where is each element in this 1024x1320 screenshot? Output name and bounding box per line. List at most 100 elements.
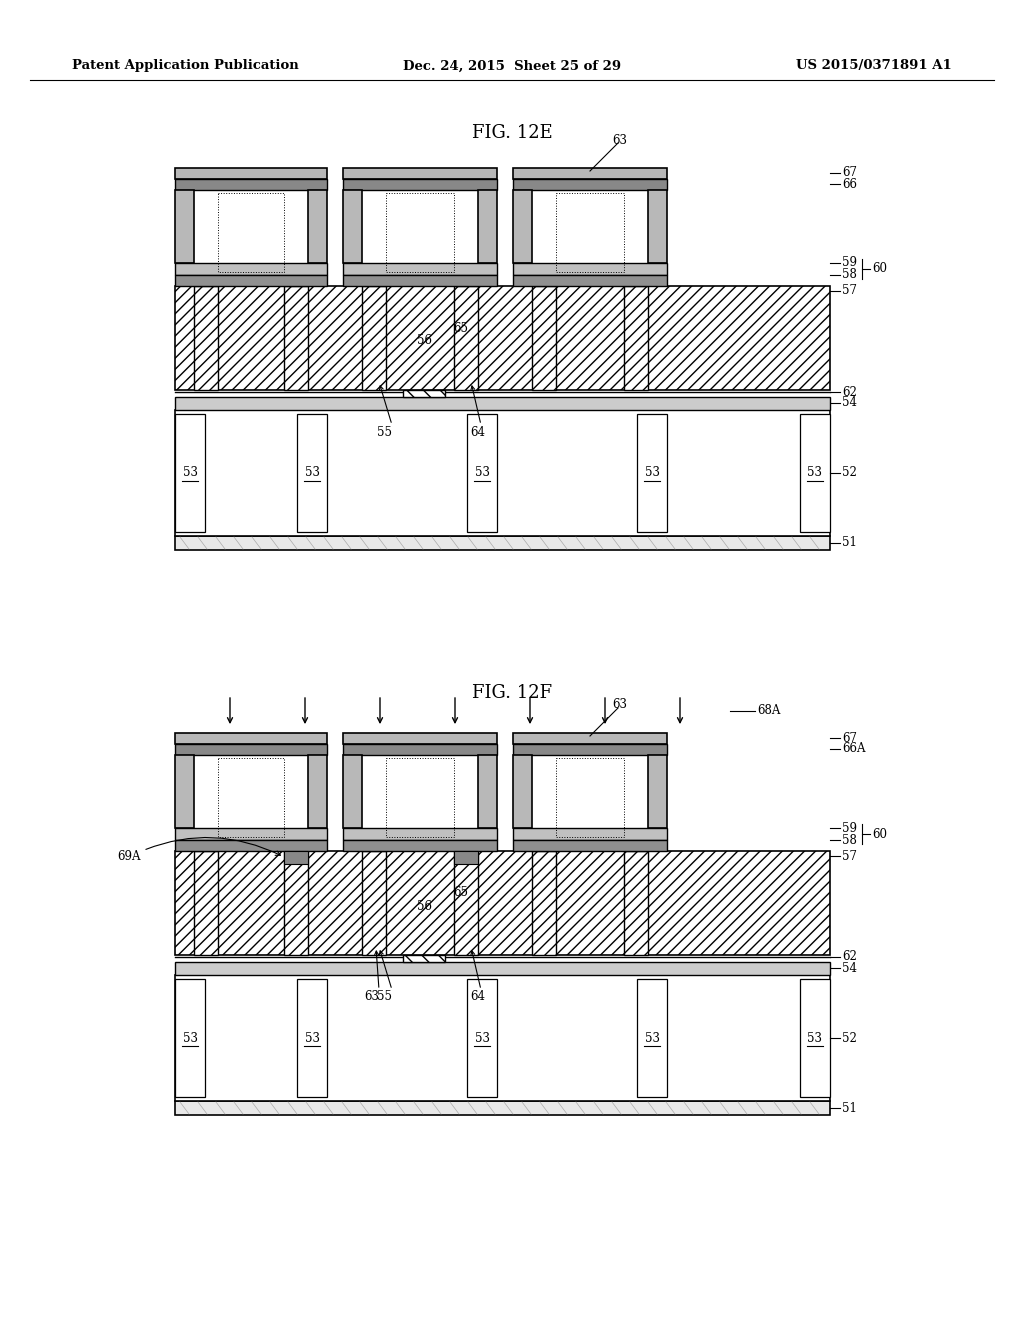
Bar <box>343 828 497 840</box>
Bar <box>175 190 194 263</box>
Bar <box>403 389 445 397</box>
Bar <box>467 414 497 532</box>
Bar <box>800 414 830 532</box>
Bar <box>362 286 386 389</box>
Text: FIG. 12F: FIG. 12F <box>472 684 552 702</box>
Bar <box>343 840 497 851</box>
Bar <box>175 962 830 975</box>
Bar <box>194 756 308 828</box>
Bar <box>513 275 667 286</box>
Bar <box>362 851 386 954</box>
Bar <box>175 397 830 411</box>
Bar <box>532 191 648 263</box>
Text: 52: 52 <box>842 466 857 479</box>
Text: 66: 66 <box>842 177 857 190</box>
Bar <box>386 829 454 851</box>
Bar <box>800 979 830 1097</box>
Bar <box>467 979 497 1097</box>
Bar <box>284 286 308 389</box>
Bar <box>386 758 454 837</box>
Bar <box>386 264 454 286</box>
Text: 68A: 68A <box>757 705 780 718</box>
Text: 56: 56 <box>417 899 431 912</box>
Text: Dec. 24, 2015  Sheet 25 of 29: Dec. 24, 2015 Sheet 25 of 29 <box>402 59 622 73</box>
Bar <box>175 1101 830 1115</box>
Bar <box>194 286 218 389</box>
Text: FIG. 12E: FIG. 12E <box>472 124 552 143</box>
Text: 53: 53 <box>474 1031 489 1044</box>
Bar <box>194 851 218 954</box>
Bar <box>218 758 284 837</box>
Text: 57: 57 <box>842 285 857 297</box>
Bar <box>175 975 830 1101</box>
Text: 54: 54 <box>842 961 857 974</box>
Text: 63: 63 <box>612 698 627 711</box>
Text: 53: 53 <box>808 1031 822 1044</box>
Bar <box>648 190 667 263</box>
Bar <box>175 840 327 851</box>
Bar <box>637 979 667 1097</box>
Bar <box>478 755 497 828</box>
Text: 53: 53 <box>808 466 822 479</box>
Bar <box>175 411 830 536</box>
Bar <box>175 979 205 1097</box>
Bar <box>513 840 667 851</box>
Bar <box>556 193 624 272</box>
Text: 53: 53 <box>474 466 489 479</box>
Bar <box>284 851 308 865</box>
Bar <box>532 756 648 828</box>
Bar <box>513 190 532 263</box>
Text: 53: 53 <box>304 466 319 479</box>
Text: 51: 51 <box>842 536 857 549</box>
Text: 63: 63 <box>612 133 627 147</box>
Text: 64: 64 <box>470 425 485 438</box>
Bar <box>624 286 648 389</box>
Text: 66A: 66A <box>842 742 865 755</box>
Bar <box>362 756 478 828</box>
Bar <box>513 733 667 744</box>
Text: 64: 64 <box>470 990 485 1003</box>
Bar <box>175 536 830 550</box>
Text: US 2015/0371891 A1: US 2015/0371891 A1 <box>797 59 952 73</box>
Bar <box>297 979 327 1097</box>
Text: 67: 67 <box>842 166 857 180</box>
Bar <box>343 275 497 286</box>
Bar <box>175 755 194 828</box>
Bar <box>513 263 667 275</box>
Bar <box>218 193 284 272</box>
Text: 55: 55 <box>377 425 391 438</box>
Bar <box>343 168 497 180</box>
Bar <box>362 191 478 263</box>
Bar <box>343 744 497 755</box>
Text: 59: 59 <box>842 256 857 269</box>
Bar <box>175 744 327 755</box>
Bar <box>454 851 478 954</box>
Bar <box>513 744 667 755</box>
Bar <box>513 168 667 180</box>
Bar <box>648 755 667 828</box>
Text: 56: 56 <box>417 334 431 347</box>
Bar <box>175 286 830 389</box>
Bar <box>308 190 327 263</box>
Text: 53: 53 <box>304 1031 319 1044</box>
Text: 65: 65 <box>453 322 468 334</box>
Bar <box>403 954 445 962</box>
Bar <box>513 180 667 190</box>
Bar <box>478 190 497 263</box>
Text: 55: 55 <box>377 990 391 1003</box>
Text: 67: 67 <box>842 731 857 744</box>
Bar <box>343 263 497 275</box>
Bar <box>637 414 667 532</box>
Bar <box>218 829 284 851</box>
Text: 58: 58 <box>842 833 857 846</box>
Text: 54: 54 <box>842 396 857 409</box>
Bar <box>175 263 327 275</box>
Text: 60: 60 <box>872 263 887 276</box>
Text: 62: 62 <box>842 950 857 964</box>
Bar <box>175 168 327 180</box>
Text: 62: 62 <box>842 385 857 399</box>
Bar <box>175 828 327 840</box>
Bar <box>175 180 327 190</box>
Text: 58: 58 <box>842 268 857 281</box>
Bar <box>513 755 532 828</box>
